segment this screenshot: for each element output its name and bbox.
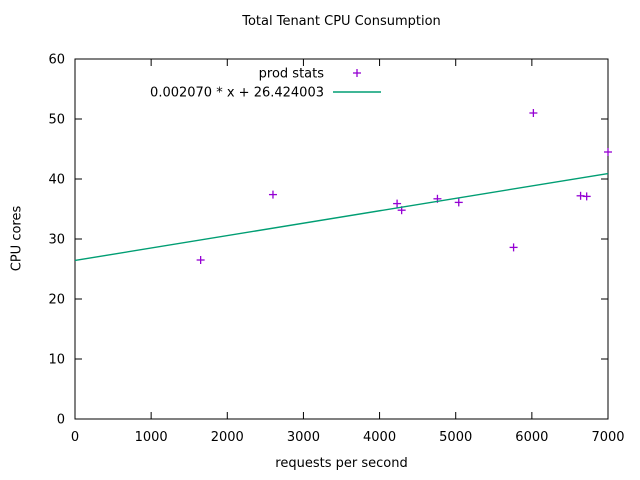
legend-label: prod stats (259, 67, 325, 82)
data-point-plus (393, 199, 402, 208)
y-tick-label: 40 (48, 173, 65, 188)
data-point-plus (582, 192, 591, 201)
x-tick-label: 5000 (439, 430, 472, 445)
data-point-plus (196, 256, 205, 264)
x-tick-label: 3000 (287, 430, 320, 445)
y-tick-label: 20 (48, 293, 65, 308)
data-point-plus (509, 243, 518, 252)
legend-label: 0.002070 * x + 26.424003 (150, 86, 324, 101)
x-tick-label: 0 (71, 430, 79, 445)
data-point-plus (529, 109, 538, 117)
y-tick-label: 50 (48, 113, 65, 128)
y-tick-label: 30 (48, 233, 65, 248)
data-point-plus (604, 148, 612, 156)
x-tick-label: 4000 (363, 430, 396, 445)
x-tick-label: 7000 (591, 430, 624, 445)
x-axis-label: requests per second (275, 456, 408, 471)
y-tick-label: 10 (48, 353, 65, 368)
y-tick-label: 0 (57, 413, 65, 428)
y-tick-label: 60 (48, 53, 65, 68)
x-tick-label: 1000 (135, 430, 168, 445)
x-tick-label: 2000 (211, 430, 244, 445)
data-point-plus (268, 190, 277, 199)
data-point-plus (454, 198, 463, 207)
legend-marker-plus (353, 69, 361, 77)
x-tick-label: 6000 (515, 430, 548, 445)
plot-border (74, 58, 609, 420)
chart-title: Total Tenant CPU Consumption (242, 14, 441, 29)
fit-line (74, 172, 609, 262)
